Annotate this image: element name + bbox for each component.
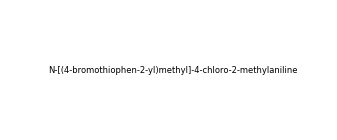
Text: N-[(4-bromothiophen-2-yl)methyl]-4-chloro-2-methylaniline: N-[(4-bromothiophen-2-yl)methyl]-4-chlor…	[48, 66, 298, 75]
